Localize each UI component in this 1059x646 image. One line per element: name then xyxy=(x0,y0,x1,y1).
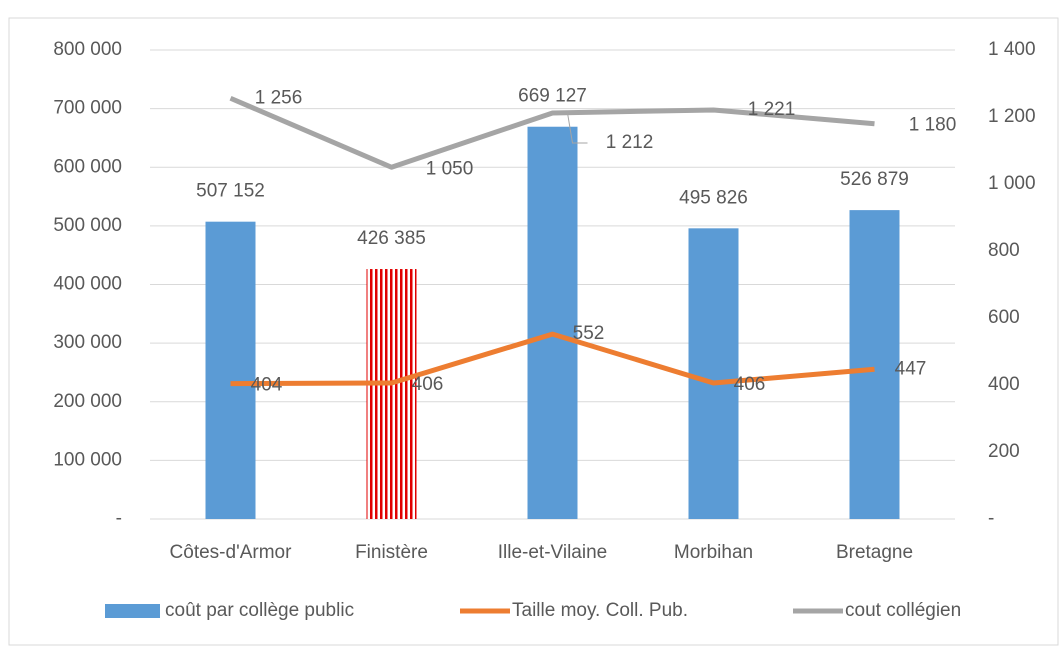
line-value-label: 552 xyxy=(573,323,605,344)
bar-value-label: 669 127 xyxy=(518,86,587,107)
line-value-label: 1 256 xyxy=(255,87,303,108)
y-tick-label: 200 000 xyxy=(53,391,122,412)
y2-tick-label: 600 xyxy=(988,307,1020,328)
bar-value-label: 495 826 xyxy=(679,187,748,208)
leader-line xyxy=(567,112,588,144)
y-tick-label: 500 000 xyxy=(53,215,122,236)
y2-tick-label: 1 000 xyxy=(988,173,1036,194)
y2-tick-label: 200 xyxy=(988,441,1020,462)
x-tick-label: Côtes-d'Armor xyxy=(170,542,293,563)
line-value-label: 1 212 xyxy=(606,132,654,153)
bar xyxy=(205,221,256,520)
x-tick-label: Bretagne xyxy=(836,542,913,563)
line-value-label: 1 180 xyxy=(909,115,957,136)
y2-tick-label: 1 200 xyxy=(988,106,1036,127)
line xyxy=(229,95,875,170)
y2-tick-label: - xyxy=(988,508,994,529)
bar xyxy=(366,269,417,519)
y2-tick-label: 400 xyxy=(988,374,1020,395)
bar xyxy=(849,210,900,519)
bar-value-label: 526 879 xyxy=(840,169,909,190)
legend-swatch xyxy=(105,604,160,618)
y-tick-label: 700 000 xyxy=(53,98,122,119)
x-tick-label: Ille-et-Vilaine xyxy=(498,542,607,563)
line-value-label: 406 xyxy=(734,374,766,395)
y2-tick-label: 800 xyxy=(988,240,1020,261)
legend-label: Taille moy. Coll. Pub. xyxy=(512,600,688,621)
bar xyxy=(688,228,739,519)
legend-label: coût par collège public xyxy=(165,600,354,621)
y-tick-label: 800 000 xyxy=(53,39,122,60)
x-tick-label: Morbihan xyxy=(674,542,753,563)
bar-value-label: 507 152 xyxy=(196,181,265,202)
y2-tick-label: 1 400 xyxy=(988,39,1036,60)
line-value-label: 406 xyxy=(412,374,444,395)
line-value-label: 404 xyxy=(251,375,283,396)
x-tick-label: Finistère xyxy=(355,542,428,563)
line-value-label: 1 050 xyxy=(426,158,474,179)
legend-label: cout collégien xyxy=(845,600,961,621)
line-value-label: 1 221 xyxy=(748,99,796,120)
y-tick-label: 300 000 xyxy=(53,332,122,353)
bar xyxy=(527,126,578,519)
line-value-label: 447 xyxy=(895,358,927,379)
y-tick-label: 400 000 xyxy=(53,274,122,295)
y-tick-label: 100 000 xyxy=(53,449,122,470)
bar-value-label: 426 385 xyxy=(357,228,426,249)
y-tick-label: 600 000 xyxy=(53,156,122,177)
y-tick-label: - xyxy=(116,508,122,529)
line xyxy=(230,331,875,387)
